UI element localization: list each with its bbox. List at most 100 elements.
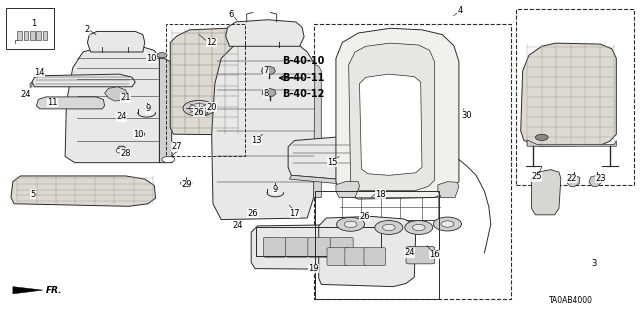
Circle shape: [157, 53, 167, 58]
FancyBboxPatch shape: [308, 237, 331, 257]
Text: 9: 9: [273, 185, 278, 194]
Text: 14: 14: [35, 68, 45, 77]
Text: 25: 25: [531, 172, 542, 182]
Circle shape: [412, 224, 425, 231]
Polygon shape: [262, 88, 276, 96]
Text: 8: 8: [263, 89, 269, 98]
Polygon shape: [360, 74, 422, 175]
Text: 17: 17: [289, 209, 300, 218]
Text: 22: 22: [566, 174, 577, 183]
Text: 7: 7: [263, 66, 269, 76]
Text: 12: 12: [207, 38, 217, 47]
Circle shape: [189, 104, 209, 113]
Polygon shape: [159, 58, 172, 163]
Text: 11: 11: [47, 98, 58, 107]
Text: 30: 30: [461, 111, 472, 120]
Text: 3: 3: [591, 259, 596, 268]
Circle shape: [116, 148, 126, 153]
Polygon shape: [170, 28, 241, 135]
Text: 16: 16: [429, 250, 440, 259]
Text: 21: 21: [120, 93, 131, 102]
Circle shape: [404, 220, 433, 234]
Polygon shape: [314, 65, 321, 197]
Polygon shape: [65, 46, 159, 163]
Text: 6: 6: [228, 10, 234, 19]
Polygon shape: [32, 74, 135, 87]
Text: 24: 24: [116, 112, 127, 121]
Circle shape: [536, 134, 548, 141]
Circle shape: [183, 100, 215, 116]
Circle shape: [337, 217, 365, 231]
Polygon shape: [261, 66, 275, 74]
Bar: [314, 24, 511, 299]
Polygon shape: [288, 136, 395, 181]
Text: 29: 29: [181, 180, 191, 189]
Text: 2: 2: [84, 25, 90, 34]
Text: 1: 1: [31, 19, 36, 28]
Circle shape: [433, 217, 461, 231]
Text: 26: 26: [194, 108, 204, 116]
Text: 26: 26: [359, 212, 370, 221]
Text: TA0AB4000: TA0AB4000: [549, 296, 593, 305]
Polygon shape: [319, 216, 415, 286]
Polygon shape: [24, 31, 28, 40]
Text: 20: 20: [207, 103, 217, 112]
Bar: [516, 9, 634, 185]
Polygon shape: [11, 176, 156, 206]
Polygon shape: [17, 31, 22, 40]
Text: 24: 24: [232, 221, 243, 230]
FancyBboxPatch shape: [330, 237, 353, 257]
Polygon shape: [251, 224, 389, 270]
Bar: [256, 227, 381, 256]
Bar: [166, 24, 246, 156]
Text: 9: 9: [145, 104, 150, 113]
Polygon shape: [36, 31, 41, 40]
Circle shape: [383, 224, 395, 231]
Text: 27: 27: [172, 142, 182, 151]
Text: 24: 24: [20, 90, 31, 99]
Polygon shape: [289, 174, 394, 185]
Text: 10: 10: [133, 130, 143, 139]
Circle shape: [344, 221, 357, 227]
Polygon shape: [589, 175, 602, 186]
Text: FR.: FR.: [46, 286, 63, 295]
Circle shape: [180, 180, 192, 186]
Polygon shape: [521, 43, 616, 146]
Text: 10: 10: [146, 54, 156, 63]
Polygon shape: [30, 82, 32, 87]
Polygon shape: [438, 182, 459, 197]
FancyBboxPatch shape: [406, 247, 435, 264]
Polygon shape: [226, 20, 304, 46]
FancyBboxPatch shape: [285, 237, 308, 257]
Polygon shape: [532, 170, 561, 215]
Polygon shape: [30, 31, 35, 40]
Circle shape: [375, 220, 403, 234]
Bar: [315, 191, 439, 299]
Polygon shape: [43, 31, 47, 40]
Text: B-40-12: B-40-12: [282, 89, 324, 99]
Polygon shape: [104, 87, 127, 101]
FancyBboxPatch shape: [327, 248, 349, 265]
FancyBboxPatch shape: [263, 237, 286, 257]
Polygon shape: [88, 32, 145, 52]
Circle shape: [200, 111, 208, 115]
Text: B-40-11: B-40-11: [282, 73, 324, 83]
Text: 28: 28: [120, 149, 131, 158]
Polygon shape: [36, 97, 104, 109]
Polygon shape: [567, 175, 580, 186]
Circle shape: [136, 132, 145, 137]
Circle shape: [441, 221, 454, 227]
Text: 4: 4: [458, 6, 463, 15]
FancyBboxPatch shape: [345, 248, 367, 265]
Text: 5: 5: [31, 190, 36, 199]
Text: 18: 18: [375, 190, 386, 199]
Polygon shape: [336, 28, 459, 199]
Text: 13: 13: [251, 136, 262, 145]
Polygon shape: [212, 41, 317, 219]
FancyBboxPatch shape: [364, 248, 386, 265]
Polygon shape: [13, 286, 43, 294]
Text: 24: 24: [404, 248, 415, 257]
Polygon shape: [389, 232, 395, 262]
Text: 15: 15: [328, 158, 338, 167]
Text: 23: 23: [595, 174, 605, 183]
